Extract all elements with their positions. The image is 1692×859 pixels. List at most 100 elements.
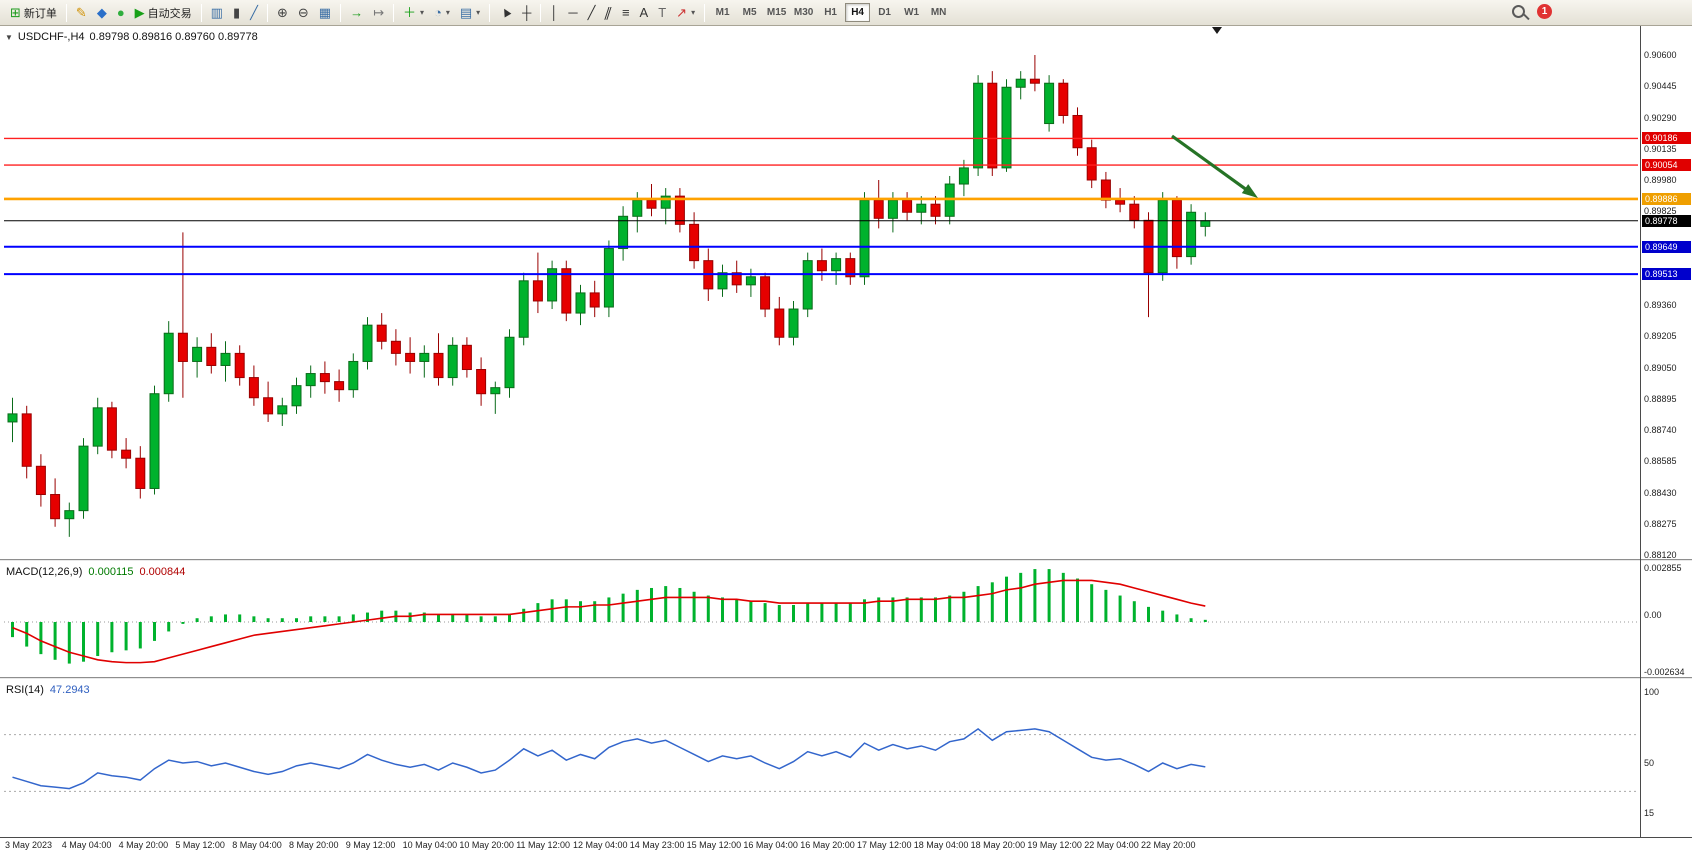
metaeditor-button[interactable]: ✎	[71, 2, 92, 23]
text-label-button[interactable]: T	[653, 2, 671, 23]
bullish-candle	[490, 387, 501, 395]
crosshair-button[interactable]: ┼	[517, 2, 536, 23]
chevron-down-icon[interactable]: ▾	[419, 8, 424, 17]
timeframe-M1[interactable]: M1	[715, 7, 730, 18]
time-label: 22 May 20:00	[1141, 840, 1196, 850]
timeframe-H1[interactable]: H1	[824, 7, 837, 18]
notification-badge[interactable]: 1	[1537, 4, 1552, 19]
chevron-down-icon[interactable]: ▾	[476, 8, 481, 17]
timeframe-D1[interactable]: D1	[878, 7, 891, 18]
autotrading-icon: ▶	[134, 5, 145, 20]
fibonacci-button[interactable]: ≡	[617, 2, 635, 23]
vertical-line-button[interactable]: │	[545, 2, 563, 23]
macd-panel-separator[interactable]	[0, 559, 1692, 562]
horizontal-line-icon: ─	[568, 5, 578, 20]
zoom-out-button[interactable]: ⊖	[293, 2, 314, 23]
toolbar-right: 1	[1512, 4, 1552, 19]
bullish-candle	[1015, 78, 1026, 88]
bearish-candle	[561, 268, 572, 314]
price-scale-label: 0.90600	[1644, 50, 1677, 60]
timeframe-M30[interactable]: M30	[793, 7, 814, 18]
bullish-candle	[973, 82, 984, 169]
symbol-label: USDCHF-,H4	[17, 31, 85, 43]
one-click-collapse-icon[interactable]: ▼	[5, 32, 13, 42]
bearish-candle	[234, 352, 245, 379]
candlestick-chart-icon: ▮	[232, 5, 241, 20]
bearish-candle	[135, 457, 146, 489]
toolbar-separator	[392, 3, 394, 22]
timeframe-bar: M1 M5 M15 M30 H1 H4 D1 W1 MN	[709, 0, 952, 25]
bullish-candle	[149, 393, 160, 489]
bearish-candle	[433, 352, 444, 379]
periods-button[interactable]: ◔ ▾	[429, 2, 455, 23]
timeframe-M5[interactable]: M5	[742, 7, 757, 18]
bullish-candle	[660, 195, 671, 209]
bearish-candle	[774, 308, 785, 338]
macd-scale-label: 0.002855	[1644, 563, 1682, 574]
chart-shift-button[interactable]: ↦	[368, 2, 389, 23]
channel-button[interactable]: ∥	[600, 2, 617, 23]
timeframe-H4[interactable]: H4	[845, 3, 871, 22]
bullish-candle	[419, 352, 430, 362]
fibonacci-icon: ≡	[621, 5, 630, 20]
zoom-in-button[interactable]: ⊕	[272, 2, 293, 23]
templates-icon: ▤	[459, 5, 473, 20]
bullish-candle	[802, 260, 813, 310]
bullish-candle	[447, 344, 458, 379]
text-icon: A	[639, 5, 649, 20]
search-icon[interactable]	[1512, 5, 1525, 18]
rsi-panel-separator[interactable]	[0, 677, 1692, 680]
bearish-candle	[731, 272, 742, 286]
new-order-button[interactable]: ⊞ 新订单	[5, 2, 62, 23]
line-chart-button[interactable]: ╱	[245, 2, 263, 23]
bullish-candle	[362, 324, 373, 362]
cursor-button[interactable]: ►	[494, 2, 517, 23]
rsi-line	[12, 727, 1206, 790]
community-button[interactable]: ●	[112, 2, 130, 23]
price-scale-label: 0.88275	[1644, 518, 1677, 529]
toolbar-separator	[704, 3, 706, 22]
bullish-candle	[1001, 86, 1012, 169]
bullish-candle	[575, 292, 586, 314]
timeframe-M15[interactable]: M15	[766, 7, 787, 18]
bearish-candle	[1115, 199, 1126, 205]
toolbar: ⊞ 新订单 ✎ ◆ ● ▶ 自动交易 ▥ ▮ ╱ ⊕ ⊖ ▦ → ↦ ＋ ▾ ◔ ▾ ▤ ▾ ► ┼ │ ─ ╱ ∥ ≡ A T ↗ ▾ M1…	[0, 0, 1692, 26]
chevron-down-icon[interactable]: ▾	[691, 8, 696, 17]
time-axis[interactable]: 3 May 2023 4 May 04:00 4 May 20:00 5 May 12…	[0, 840, 1640, 858]
autotrading-button[interactable]: ▶ 自动交易	[130, 2, 197, 23]
candlestick-chart-button[interactable]: ▮	[228, 2, 245, 23]
time-label: 10 May 20:00	[459, 840, 514, 850]
bearish-candle	[1072, 114, 1083, 149]
time-label: 11 May 12:00	[516, 840, 571, 850]
tile-windows-button[interactable]: ▦	[314, 2, 336, 23]
price-scale[interactable]: 0.90600 0.90445 0.90290 0.90135 0.89980 0.898…	[1641, 0, 1692, 859]
templates-button[interactable]: ▤ ▾	[455, 2, 485, 23]
indicators-button[interactable]: ＋ ▾	[398, 2, 429, 23]
bearish-candle	[376, 324, 387, 342]
macd-scale-label: 0.00	[1644, 610, 1662, 620]
auto-scroll-button[interactable]: →	[345, 2, 368, 23]
trend-arrow[interactable]	[1171, 134, 1251, 194]
chevron-down-icon[interactable]: ▾	[445, 8, 450, 17]
trendline-button[interactable]: ╱	[583, 2, 601, 23]
timeframe-MN[interactable]: MN	[930, 7, 947, 18]
bearish-candle	[1086, 147, 1097, 181]
bullish-candle	[163, 332, 174, 395]
macd-signal-value: 0.000844	[139, 566, 186, 578]
rsi-scale-label: 50	[1644, 758, 1655, 768]
trend-arrow-head[interactable]	[1241, 184, 1258, 198]
bar-chart-button[interactable]: ▥	[206, 2, 228, 23]
horizontal-line-button[interactable]: ─	[563, 2, 582, 23]
time-label: 18 May 04:00	[913, 840, 969, 850]
text-button[interactable]: A	[635, 2, 654, 23]
market-button[interactable]: ◆	[92, 2, 112, 23]
bearish-candle	[121, 449, 132, 459]
bearish-candle	[760, 276, 771, 310]
rsi-value: 47.2943	[49, 684, 90, 696]
timeframe-W1[interactable]: W1	[904, 7, 920, 18]
ohlc-values: 0.89798 0.89816 0.89760 0.89778	[89, 31, 258, 43]
arrows-button[interactable]: ↗ ▾	[671, 2, 700, 23]
market-icon: ◆	[96, 5, 107, 20]
bullish-candle	[192, 346, 203, 362]
